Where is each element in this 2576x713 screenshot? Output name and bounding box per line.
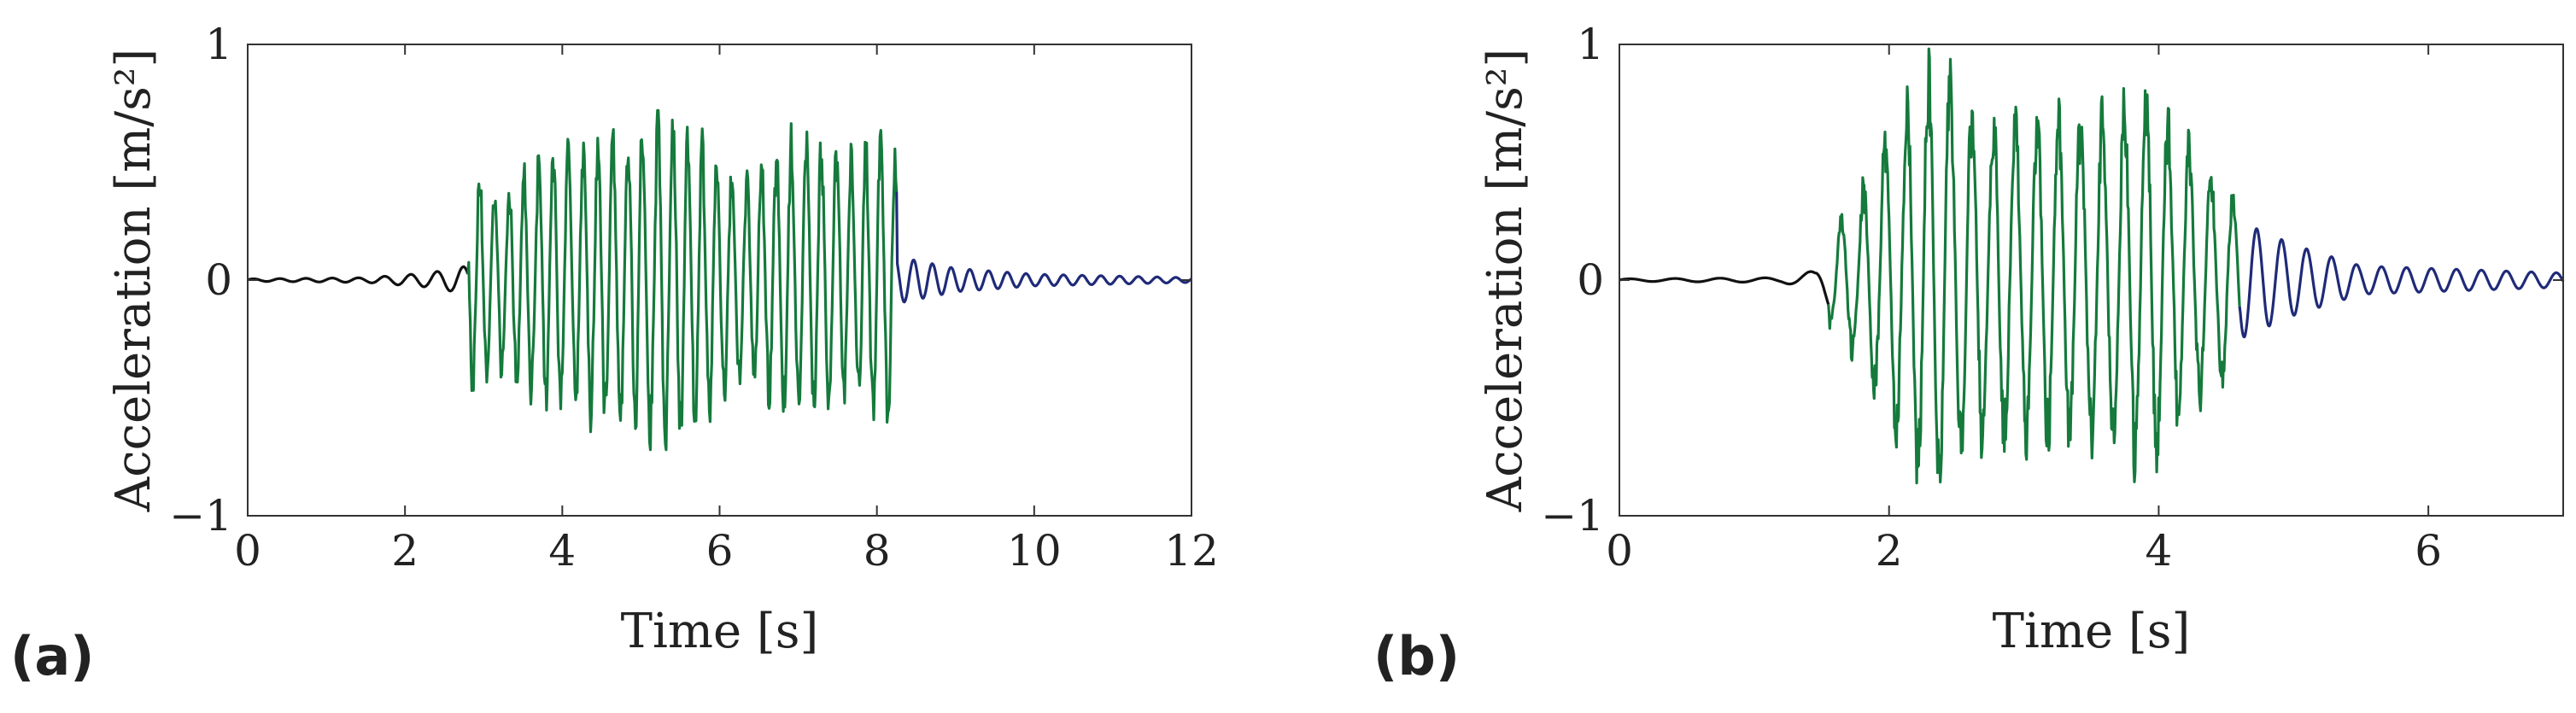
x-tick-label: 2 [391, 526, 419, 576]
x-tick-label: 4 [2146, 526, 2173, 576]
y-axis-label: Acceleration [m/s²] [1478, 49, 1533, 512]
x-tick-label: 10 [1007, 526, 1062, 576]
panel-label-b: (b) [1373, 625, 1461, 687]
y-tick-label: 0 [205, 255, 232, 305]
y-tick-label: −1 [169, 491, 232, 541]
x-tick-label: 6 [706, 526, 734, 576]
x-tick-label: 0 [234, 526, 261, 576]
series-line-pre [247, 265, 470, 293]
y-tick-label: 1 [205, 20, 232, 69]
x-axis-label: Time [s] [1993, 604, 2191, 659]
series-line-post [2238, 227, 2565, 339]
y-tick-label: −1 [1541, 491, 1604, 541]
x-tick-label: 2 [1876, 526, 1903, 576]
y-tick-label: 0 [1577, 255, 1604, 305]
x-tick-label: 6 [2415, 526, 2442, 576]
series-line-strong [466, 108, 899, 452]
series-line-pre [1619, 270, 1830, 305]
x-tick-label: 4 [548, 526, 576, 576]
panel-label-a: (a) [10, 625, 95, 687]
y-tick-label: 1 [1577, 20, 1604, 69]
x-tick-label: 0 [1606, 526, 1633, 576]
x-tick-label: 8 [864, 526, 891, 576]
y-axis-label: Acceleration [m/s²] [106, 49, 161, 512]
x-axis-label: Time [s] [621, 604, 819, 659]
series-line-strong [1827, 47, 2241, 485]
x-tick-label: 12 [1164, 526, 1219, 576]
series-line-post [895, 191, 1192, 304]
